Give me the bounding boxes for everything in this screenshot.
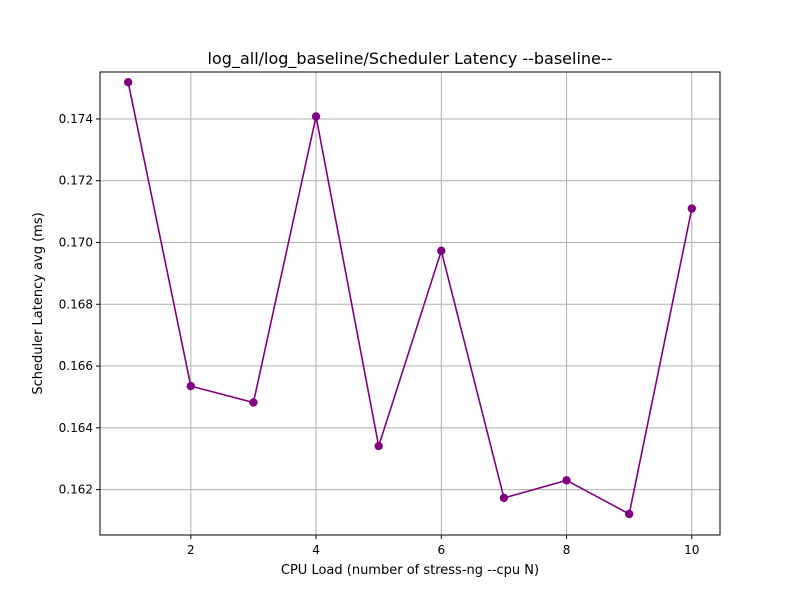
grid-lines bbox=[100, 72, 720, 535]
y-tick-label: 0.174 bbox=[59, 112, 93, 126]
plot-frame bbox=[99, 71, 721, 536]
data-point bbox=[499, 493, 509, 503]
data-point bbox=[186, 381, 196, 391]
x-axis-label: CPU Load (number of stress-ng --cpu N) bbox=[281, 563, 539, 578]
axis-ticks bbox=[96, 118, 693, 539]
data-point bbox=[311, 112, 321, 121]
x-tick-label: 10 bbox=[684, 543, 699, 557]
tick-labels: 2 4 6 8 10 0.162 0.164 0.166 0.168 0.170 0.172 0.17… bbox=[59, 112, 700, 557]
data-point bbox=[562, 476, 571, 485]
y-tick-label: 0.172 bbox=[59, 174, 93, 188]
series-line bbox=[127, 82, 693, 516]
y-tick-label: 0.162 bbox=[59, 483, 93, 497]
data-point bbox=[437, 246, 446, 256]
data-point bbox=[123, 77, 133, 87]
y-tick-label: 0.166 bbox=[59, 359, 93, 373]
x-tick-label: 4 bbox=[312, 543, 320, 557]
y-tick-label: 0.168 bbox=[59, 297, 93, 311]
y-axis-label: Scheduler Latency avg (ms) bbox=[31, 212, 46, 394]
x-tick-label: 6 bbox=[437, 543, 445, 557]
y-tick-label: 0.170 bbox=[59, 235, 93, 249]
x-tick-label: 2 bbox=[187, 543, 195, 557]
data-point bbox=[687, 204, 697, 213]
x-tick-label: 8 bbox=[563, 543, 571, 557]
data-point bbox=[624, 509, 634, 519]
series-group bbox=[123, 77, 697, 519]
y-tick-label: 0.164 bbox=[59, 421, 93, 435]
data-point bbox=[249, 398, 258, 407]
data-point bbox=[374, 441, 383, 451]
chart-title: log_all/log_baseline/Scheduler Latency -… bbox=[208, 49, 613, 69]
